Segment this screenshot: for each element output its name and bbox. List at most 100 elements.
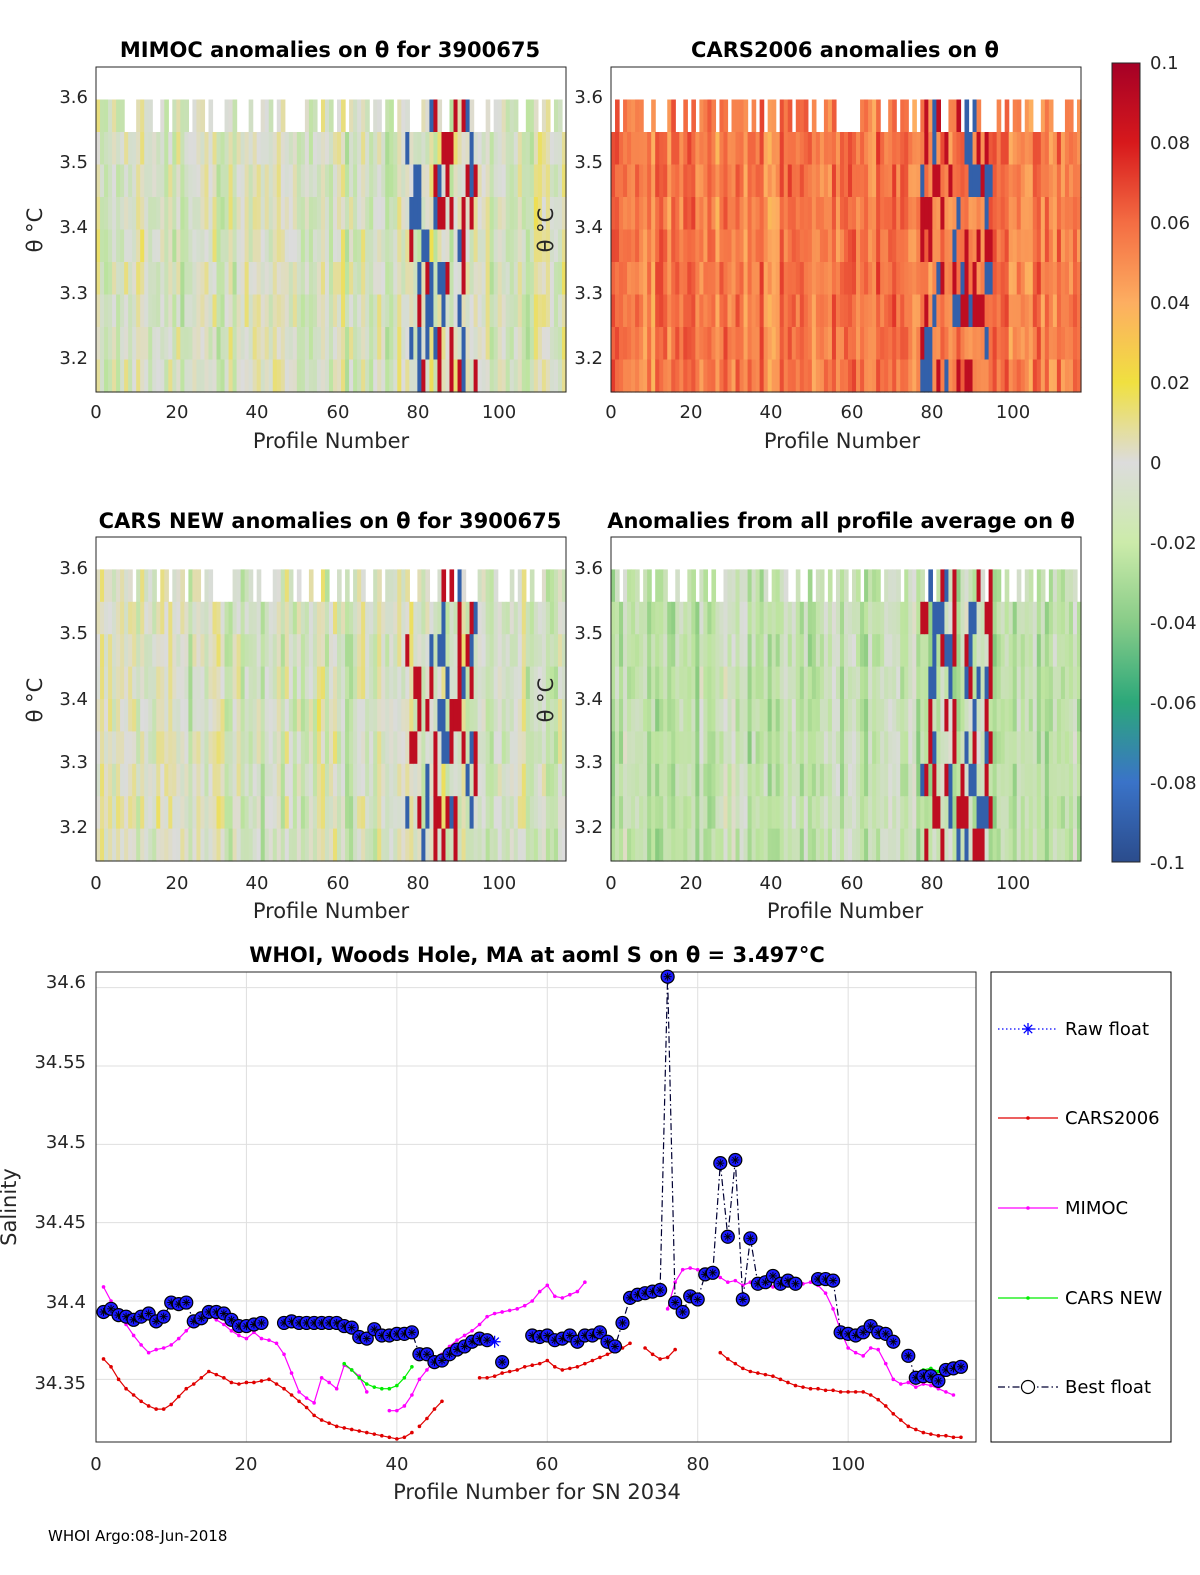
heatmap-cell <box>936 229 941 263</box>
heatmap-cell <box>529 666 535 700</box>
heatmap-cell <box>952 666 958 700</box>
heatmap-cell <box>667 229 672 263</box>
heatmap-cell <box>353 699 358 732</box>
heatmap-cell <box>884 634 889 668</box>
heatmap-cell <box>976 262 982 296</box>
heatmap-cell <box>896 164 901 198</box>
data-point <box>297 1399 301 1404</box>
x-tick: 20 <box>166 873 189 894</box>
heatmap-cell <box>799 262 805 296</box>
heatmap-cell <box>960 327 966 361</box>
data-point <box>733 1278 738 1283</box>
heatmap-cell <box>920 634 925 668</box>
heatmap-cell <box>373 828 378 862</box>
heatmap-cell <box>1012 132 1018 166</box>
heatmap-cell <box>615 359 620 393</box>
heatmap-cell <box>631 828 636 862</box>
heatmap-cell <box>932 828 937 862</box>
heatmap-cell <box>545 359 551 393</box>
heatmap-cell <box>771 262 777 296</box>
heatmap-cell <box>312 164 318 198</box>
heatmap-cell <box>525 699 531 732</box>
heatmap-cell <box>405 262 410 296</box>
heatmap-cell <box>884 229 889 263</box>
x-label: Profile Number <box>253 899 410 923</box>
y-tick: 3.5 <box>59 623 88 644</box>
heatmap-cell <box>731 666 737 700</box>
heatmap-cell <box>509 197 515 231</box>
heatmap-cell <box>876 601 881 635</box>
heatmap-cell <box>264 634 270 668</box>
heatmap-cell <box>449 796 455 830</box>
heatmap-cell <box>739 569 745 603</box>
heatmap-cell <box>533 763 539 797</box>
heatmap-cell <box>260 666 266 700</box>
heatmap-cell <box>401 796 406 830</box>
heatmap-cell <box>473 262 479 296</box>
heatmap-cell <box>373 229 378 263</box>
data-point <box>868 1346 873 1350</box>
heatmap-cell <box>623 763 628 797</box>
heatmap-cell <box>952 634 958 668</box>
heatmap-cell <box>433 229 439 263</box>
heatmap-cell <box>1008 262 1014 296</box>
heatmap-cell <box>316 262 322 296</box>
heatmap-cell <box>308 99 314 133</box>
heatmap-cell <box>449 197 455 231</box>
heatmap-cell <box>831 262 837 296</box>
heatmap-cell <box>1004 132 1010 166</box>
heatmap-cell <box>1040 262 1046 296</box>
heatmap-cell <box>675 601 680 635</box>
heatmap-cell <box>1020 197 1026 231</box>
heatmap-cell <box>735 601 741 635</box>
heatmap-cell <box>852 601 857 635</box>
heatmap-cell <box>493 262 499 296</box>
heatmap-cell <box>904 666 909 700</box>
heatmap-cell <box>615 763 620 797</box>
heatmap-cell <box>880 197 885 231</box>
heatmap-cell <box>799 229 805 263</box>
heatmap-cell <box>964 666 970 700</box>
heatmap-cell <box>747 132 753 166</box>
heatmap-cell <box>192 294 198 328</box>
heatmap-cell <box>112 294 117 328</box>
heatmap-cell <box>1032 601 1038 635</box>
heatmap-cell <box>787 99 793 133</box>
heatmap-cell <box>960 262 966 296</box>
heatmap-cell <box>852 132 857 166</box>
heatmap-cell <box>341 229 346 263</box>
heatmap-cell <box>1012 327 1018 361</box>
heatmap-cell <box>164 601 169 635</box>
heatmap-cell <box>755 262 761 296</box>
heatmap-cell <box>164 569 169 603</box>
heatmap-cell <box>316 666 322 700</box>
heatmap-cell <box>308 601 314 635</box>
heatmap-cell <box>300 699 306 732</box>
heatmap-cell <box>240 262 246 296</box>
heatmap-cell <box>561 569 567 603</box>
heatmap-cell <box>1064 828 1070 862</box>
heatmap-cell <box>627 327 632 361</box>
heatmap-cell <box>228 763 234 797</box>
heatmap-cell <box>324 99 330 133</box>
heatmap-cell <box>908 262 913 296</box>
heatmap-cell <box>627 229 632 263</box>
heatmap-cell <box>651 828 656 862</box>
heatmap-cell <box>835 731 841 765</box>
heatmap-cell <box>900 666 905 700</box>
heatmap-cell <box>731 699 737 732</box>
heatmap-cell <box>232 666 238 700</box>
heatmap-cell <box>501 132 507 166</box>
heatmap-cell <box>196 699 202 732</box>
heatmap-cell <box>537 634 543 668</box>
heatmap-cell <box>228 601 234 635</box>
heatmap-cell <box>896 262 901 296</box>
heatmap-cell <box>493 634 499 668</box>
heatmap-cell <box>711 99 717 133</box>
heatmap-cell <box>972 327 978 361</box>
heatmap-cell <box>433 828 439 862</box>
heatmap-cell <box>767 796 773 830</box>
heatmap-cell <box>819 229 825 263</box>
heatmap-cell <box>549 262 555 296</box>
heatmap-cell <box>799 731 805 765</box>
